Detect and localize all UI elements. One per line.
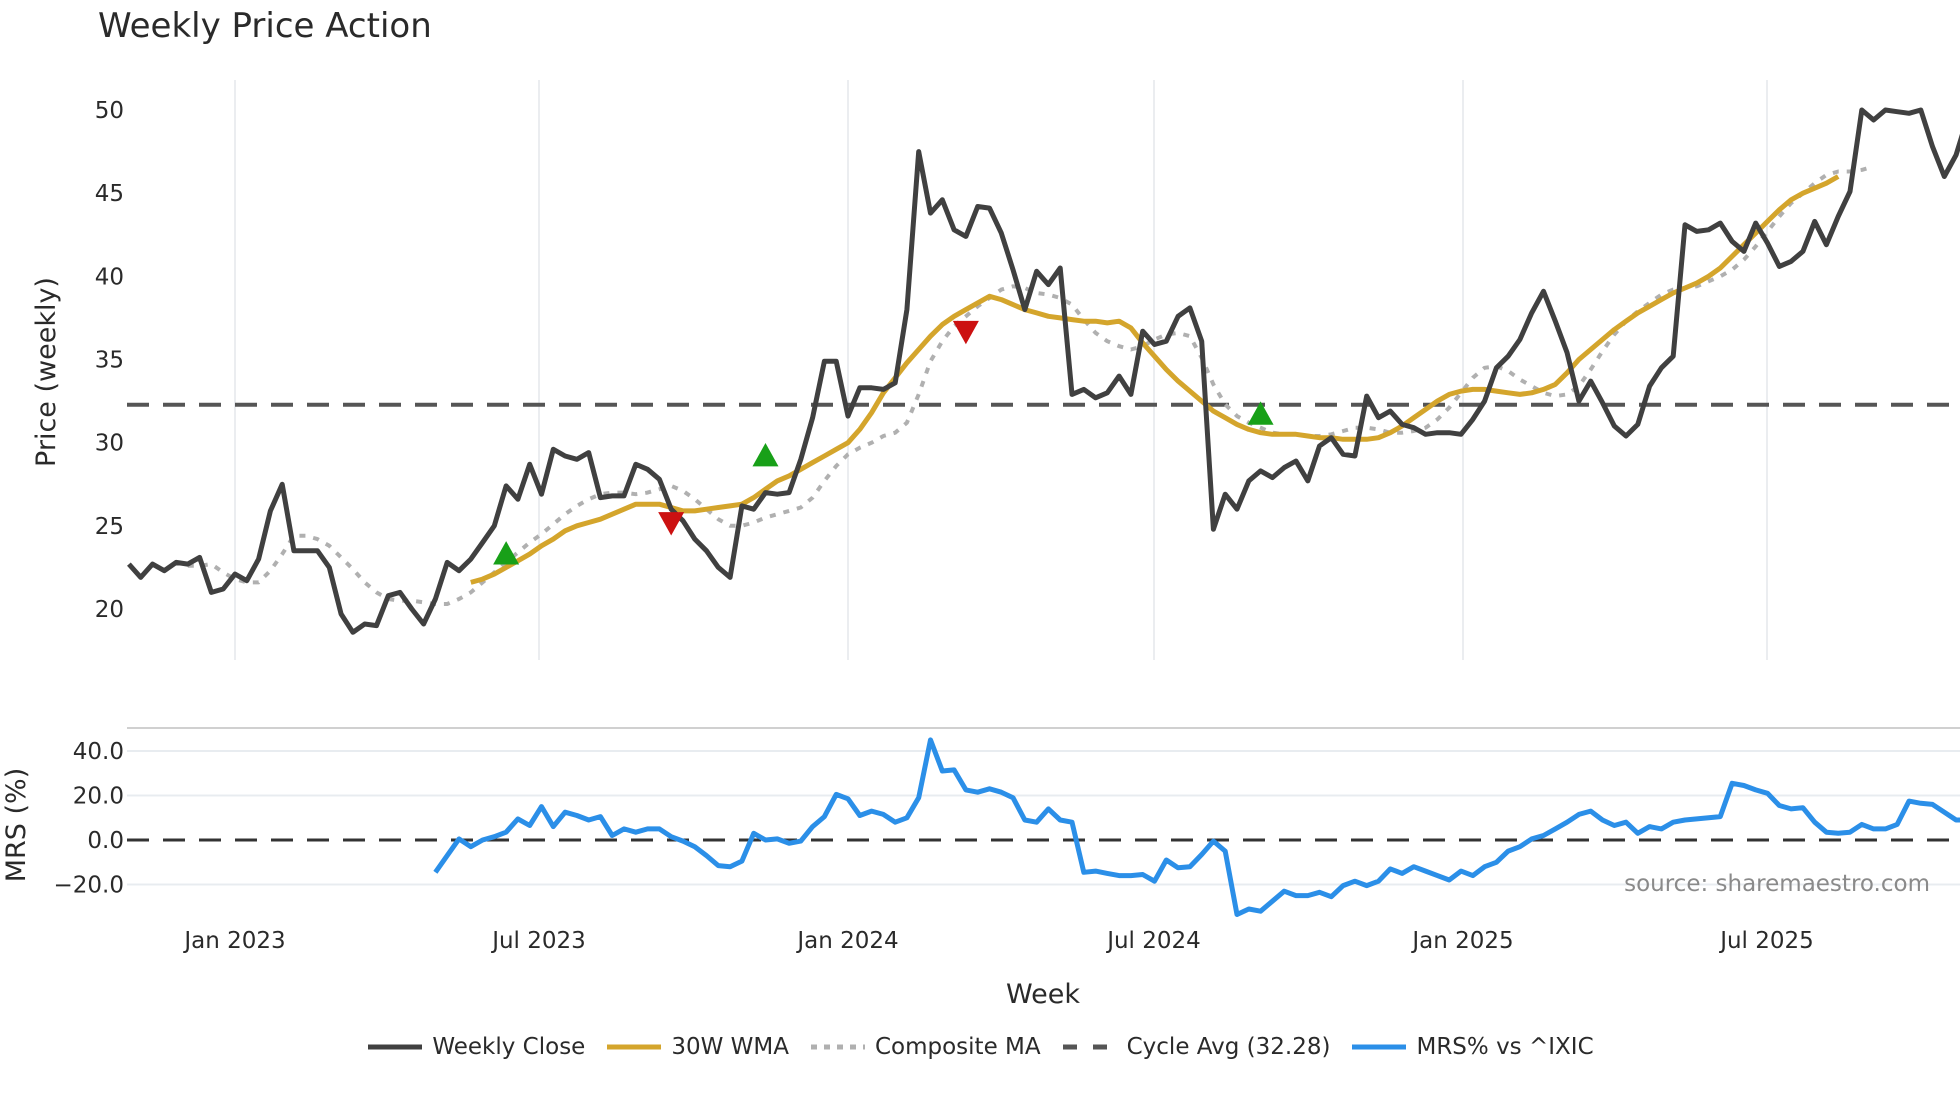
sell-signal-triangle-down-icon [658,512,685,536]
x-tick: Jan 2024 [795,928,898,954]
price-y-tick: 25 [95,514,124,540]
buy-signal-triangle-up-icon [752,442,779,467]
legend-label: 30W WMA [671,1034,789,1060]
30w-wma-line [470,174,1840,585]
legend-line-swatch-icon [809,1040,867,1054]
legend-label: Cycle Avg (32.28) [1126,1034,1331,1060]
legend-line-swatch-icon [605,1040,663,1054]
buy-signal-triangle-up-icon [493,541,520,565]
composite-ma-line [187,164,1875,606]
legend-label: MRS% vs ^IXIC [1416,1034,1594,1060]
mrs-y-tick: 40.0 [73,739,124,765]
legend-label: Weekly Close [432,1034,586,1060]
x-tick: Jul 2024 [1105,928,1201,954]
x-axis-ticks: Jan 2023 Jul 2023 Jan 2024 Jul 2024 Jan 2025… [182,928,1813,954]
buy-signal-triangle-up-icon [1247,401,1274,425]
mrs-y-tick: 0.0 [87,828,124,854]
mrs-horizontal-gridlines [127,750,1960,886]
legend-line-swatch-icon [366,1040,424,1054]
x-tick: Jan 2023 [182,928,285,954]
mrs-line [433,737,1960,917]
legend-item[interactable]: Weekly Close [366,1034,585,1060]
legend: Weekly Close 30W WMA Composite MA Cycle Avg… [0,1034,1960,1060]
x-tick: Jan 2025 [1410,928,1513,954]
x-tick: Jul 2023 [490,928,586,954]
mrs-y-axis-title: MRS (%) [1,768,32,883]
price-y-tick: 50 [95,98,124,124]
x-tick: Jul 2025 [1718,928,1814,954]
mrs-y-tick: −20.0 [54,873,124,899]
legend-line-swatch-icon [1350,1040,1408,1054]
mrs-y-ticks: 40.0 20.0 0.0 −20.0 [54,739,124,899]
price-y-tick: 30 [95,431,124,457]
chart-title: Weekly Price Action [98,6,432,46]
sell-signal-triangle-down-icon [952,320,979,345]
weekly-close-line [127,107,1960,635]
price-y-tick: 20 [95,597,124,623]
price-series [127,107,1960,635]
legend-item[interactable]: MRS% vs ^IXIC [1350,1034,1594,1060]
x-axis-title: Week [1006,979,1080,1010]
legend-item[interactable]: Composite MA [809,1034,1041,1060]
mrs-y-tick: 20.0 [73,784,124,810]
price-y-tick: 40 [95,264,124,290]
price-vertical-gridlines [234,80,1768,660]
price-y-tick: 35 [95,348,124,374]
signal-markers [493,320,1274,565]
price-y-ticks: 50 45 40 35 30 25 20 [95,98,124,623]
legend-label: Composite MA [874,1034,1041,1060]
source-watermark: source: sharemaestro.com [1624,871,1930,897]
price-y-tick: 45 [95,181,124,207]
legend-item[interactable]: 30W WMA [605,1034,789,1060]
price-y-axis-title: Price (weekly) [31,277,62,467]
mrs-series [433,737,1960,917]
legend-line-swatch-icon [1061,1040,1119,1054]
legend-item[interactable]: Cycle Avg (32.28) [1061,1034,1331,1060]
